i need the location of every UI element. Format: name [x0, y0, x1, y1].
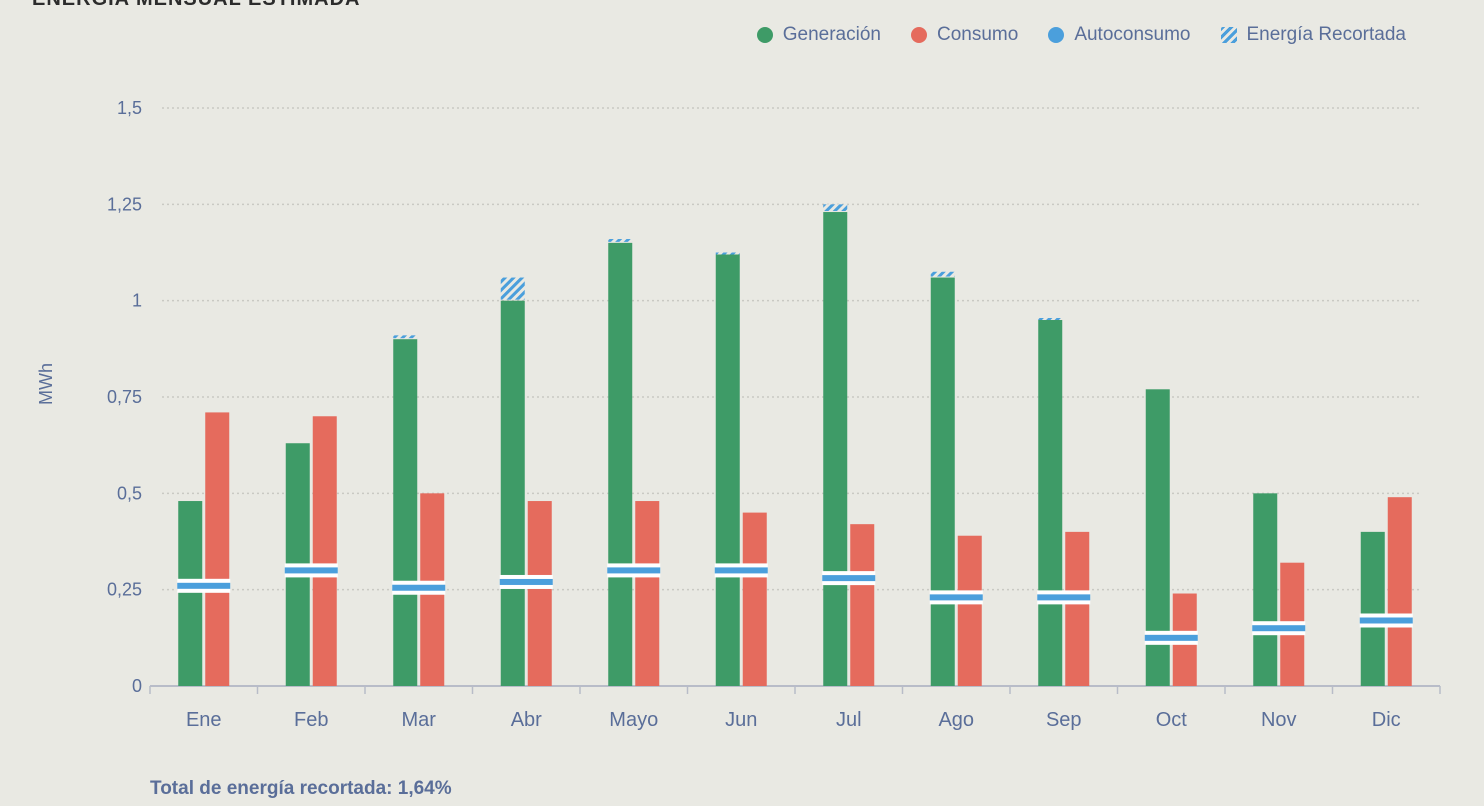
- bars: [177, 204, 1413, 687]
- y-tick-label: 0,25: [107, 580, 142, 600]
- consumo-bar: [1065, 531, 1090, 686]
- x-tick-label: Feb: [294, 709, 328, 731]
- autoconsumo-marker: [1359, 617, 1413, 624]
- recortada-bar: [500, 277, 525, 300]
- curtailed-energy-total: Total de energía recortada: 1,64%: [150, 778, 452, 799]
- x-tick-label: Sep: [1046, 709, 1082, 731]
- generacion-bar: [500, 300, 525, 686]
- autoconsumo-marker: [499, 578, 553, 585]
- x-tick-label: Mar: [402, 709, 437, 731]
- recortada-bar: [823, 204, 848, 212]
- consumo-bar: [1387, 497, 1412, 686]
- consumo-bar: [850, 524, 875, 686]
- legend-swatch-recortada-icon: [1220, 27, 1237, 43]
- autoconsumo-marker: [1144, 634, 1198, 641]
- consumo-bar: [957, 535, 982, 686]
- legend-swatch-autoconsumo-icon: [1048, 27, 1065, 43]
- y-tick-label: 1: [132, 291, 142, 311]
- x-tick-label: Jul: [836, 709, 862, 731]
- autoconsumo-marker: [392, 584, 446, 591]
- recortada-bar: [608, 239, 633, 242]
- generacion-bar: [1360, 531, 1385, 686]
- consumo-bar: [742, 512, 767, 686]
- generacion-bar: [178, 501, 203, 686]
- x-tick-label: Ene: [186, 709, 222, 731]
- generacion-bar: [1038, 319, 1063, 686]
- generacion-bar: [393, 339, 418, 686]
- autoconsumo-marker: [284, 567, 338, 574]
- generacion-bar: [1253, 493, 1278, 686]
- legend: Generación Consumo Autoconsumo Energía R…: [756, 24, 1407, 46]
- y-axis-label: MWh: [36, 363, 56, 405]
- generacion-bar: [715, 254, 740, 686]
- legend-label-generacion: Generación: [782, 24, 881, 45]
- legend-swatch-consumo-icon: [910, 27, 927, 43]
- autoconsumo-marker: [1252, 625, 1306, 632]
- legend-swatch-generacion-icon: [756, 27, 773, 43]
- autoconsumo-marker: [929, 594, 983, 601]
- recortada-bar: [715, 252, 740, 255]
- legend-item-generacion[interactable]: Generación: [756, 24, 881, 46]
- x-tick-label: Oct: [1156, 709, 1188, 731]
- consumo-bar: [205, 412, 230, 686]
- autoconsumo-marker: [607, 567, 661, 574]
- autoconsumo-marker: [1037, 594, 1091, 601]
- y-tick-label: 0: [132, 676, 142, 696]
- x-tick-label: Jun: [725, 709, 757, 731]
- legend-item-autoconsumo[interactable]: Autoconsumo: [1048, 24, 1191, 46]
- legend-label-autoconsumo: Autoconsumo: [1074, 24, 1191, 45]
- recortada-bar: [930, 271, 955, 277]
- y-tick-label: 0,75: [107, 387, 142, 407]
- x-tick-label: Mayo: [609, 709, 658, 731]
- legend-label-consumo: Consumo: [936, 24, 1019, 45]
- recortada-bar: [393, 335, 418, 339]
- axes: 0 0,25 0,5 0,75 1 1,25 1,5 Ene Feb Mar Abr Mayo Jun J…: [107, 98, 1441, 731]
- x-tick-label: Dic: [1372, 709, 1401, 731]
- generacion-bar: [930, 277, 955, 686]
- generacion-bar: [823, 212, 848, 687]
- y-tick-label: 1,5: [117, 98, 142, 118]
- y-tick-label: 1,25: [107, 194, 142, 214]
- generacion-bar: [608, 242, 633, 686]
- autoconsumo-marker: [822, 575, 876, 582]
- legend-item-recortada[interactable]: Energía Recortada: [1220, 24, 1407, 46]
- y-tick-label: 0,5: [117, 483, 142, 503]
- grid-lines: [162, 107, 1420, 591]
- consumo-bar: [312, 416, 337, 686]
- x-tick-label: Ago: [938, 709, 974, 731]
- autoconsumo-marker: [714, 567, 768, 574]
- x-tick-label: Abr: [511, 709, 542, 731]
- consumo-bar: [527, 501, 552, 686]
- chart-title: ENERGÍA MENSUAL ESTIMADA: [32, 0, 360, 11]
- energy-bar-chart: 0 0,25 0,5 0,75 1 1,25 1,5 Ene Feb Mar Abr Mayo Jun J…: [36, 98, 1441, 731]
- consumo-bar: [635, 501, 660, 686]
- autoconsumo-marker: [177, 582, 231, 589]
- legend-item-consumo[interactable]: Consumo: [910, 24, 1019, 46]
- recortada-bar: [1038, 318, 1063, 321]
- legend-label-recortada: Energía Recortada: [1246, 24, 1407, 45]
- x-tick-label: Nov: [1261, 709, 1297, 731]
